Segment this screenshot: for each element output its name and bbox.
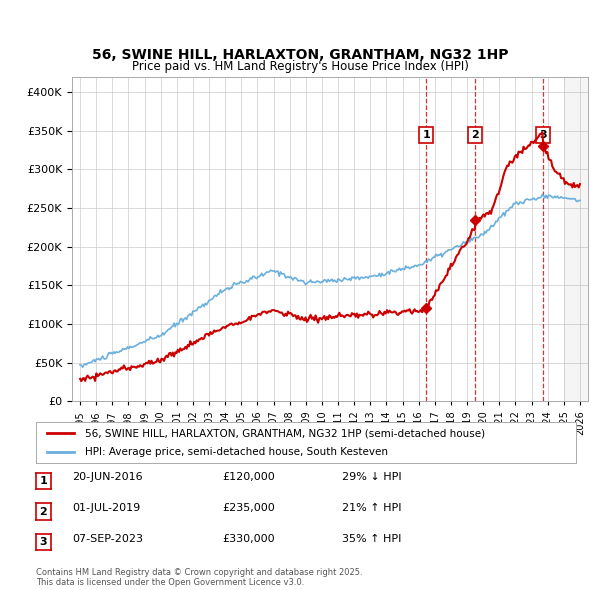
Text: 01-JUL-2019: 01-JUL-2019 [72,503,140,513]
Text: 35% ↑ HPI: 35% ↑ HPI [342,534,401,543]
Text: 56, SWINE HILL, HARLAXTON, GRANTHAM, NG32 1HP (semi-detached house): 56, SWINE HILL, HARLAXTON, GRANTHAM, NG3… [85,428,485,438]
Text: 3: 3 [539,130,547,140]
Text: 1: 1 [422,130,430,140]
Text: HPI: Average price, semi-detached house, South Kesteven: HPI: Average price, semi-detached house,… [85,447,388,457]
Text: £235,000: £235,000 [222,503,275,513]
Text: £120,000: £120,000 [222,473,275,482]
Text: Price paid vs. HM Land Registry's House Price Index (HPI): Price paid vs. HM Land Registry's House … [131,60,469,73]
Text: 1: 1 [40,476,47,486]
Text: 56, SWINE HILL, HARLAXTON, GRANTHAM, NG32 1HP: 56, SWINE HILL, HARLAXTON, GRANTHAM, NG3… [92,48,508,62]
Text: 2: 2 [471,130,479,140]
Text: Contains HM Land Registry data © Crown copyright and database right 2025.
This d: Contains HM Land Registry data © Crown c… [36,568,362,587]
Text: 21% ↑ HPI: 21% ↑ HPI [342,503,401,513]
Text: 29% ↓ HPI: 29% ↓ HPI [342,473,401,482]
Text: 3: 3 [40,537,47,547]
Text: 2: 2 [40,507,47,516]
Text: £330,000: £330,000 [222,534,275,543]
Text: 20-JUN-2016: 20-JUN-2016 [72,473,143,482]
Text: 07-SEP-2023: 07-SEP-2023 [72,534,143,543]
Bar [564,77,588,401]
